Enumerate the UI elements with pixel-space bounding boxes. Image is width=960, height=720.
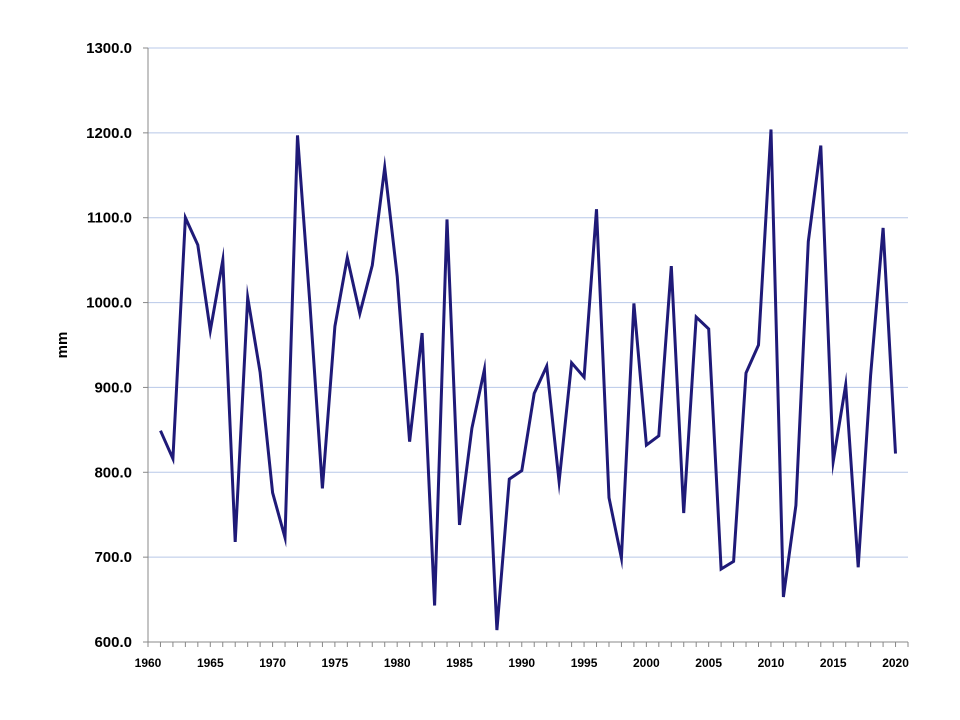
data-series <box>159 129 897 631</box>
x-tick-label: 1965 <box>197 656 224 670</box>
x-tick-label: 1985 <box>446 656 473 670</box>
x-tick-label: 2015 <box>820 656 847 670</box>
y-tick-label: 900.0 <box>94 379 132 396</box>
x-tick-label: 2005 <box>695 656 722 670</box>
series-line <box>159 129 897 631</box>
x-tick-label: 1970 <box>259 656 286 670</box>
x-tick-label: 1975 <box>322 656 349 670</box>
x-tick-label: 1995 <box>571 656 598 670</box>
x-tick-labels: 1960 1965 1970 1975 1980 1985 1990 1995 2000 2005… <box>135 656 910 670</box>
axes <box>143 47 909 647</box>
x-tick-label: 2020 <box>882 656 909 670</box>
x-tick-label: 1990 <box>508 656 535 670</box>
y-tick-label: 700.0 <box>94 549 132 566</box>
x-tick-label: 2000 <box>633 656 660 670</box>
y-tick-label: 1100.0 <box>87 210 132 227</box>
x-tick-label: 1960 <box>135 656 162 670</box>
y-tick-label: 800.0 <box>94 464 132 481</box>
y-tick-labels: 600.0 700.0 800.0 900.0 1000.0 1100.0 1200.0 13… <box>86 40 132 651</box>
y-axis-label: mm <box>54 332 71 359</box>
gridlines <box>148 47 908 558</box>
y-tick-label: 1200.0 <box>86 125 132 142</box>
y-tick-label: 1300.0 <box>86 40 132 57</box>
x-tick-label: 2010 <box>758 656 785 670</box>
x-tick-label: 1980 <box>384 656 411 670</box>
y-tick-label: 600.0 <box>94 634 132 651</box>
y-tick-label: 1000.0 <box>86 295 132 312</box>
